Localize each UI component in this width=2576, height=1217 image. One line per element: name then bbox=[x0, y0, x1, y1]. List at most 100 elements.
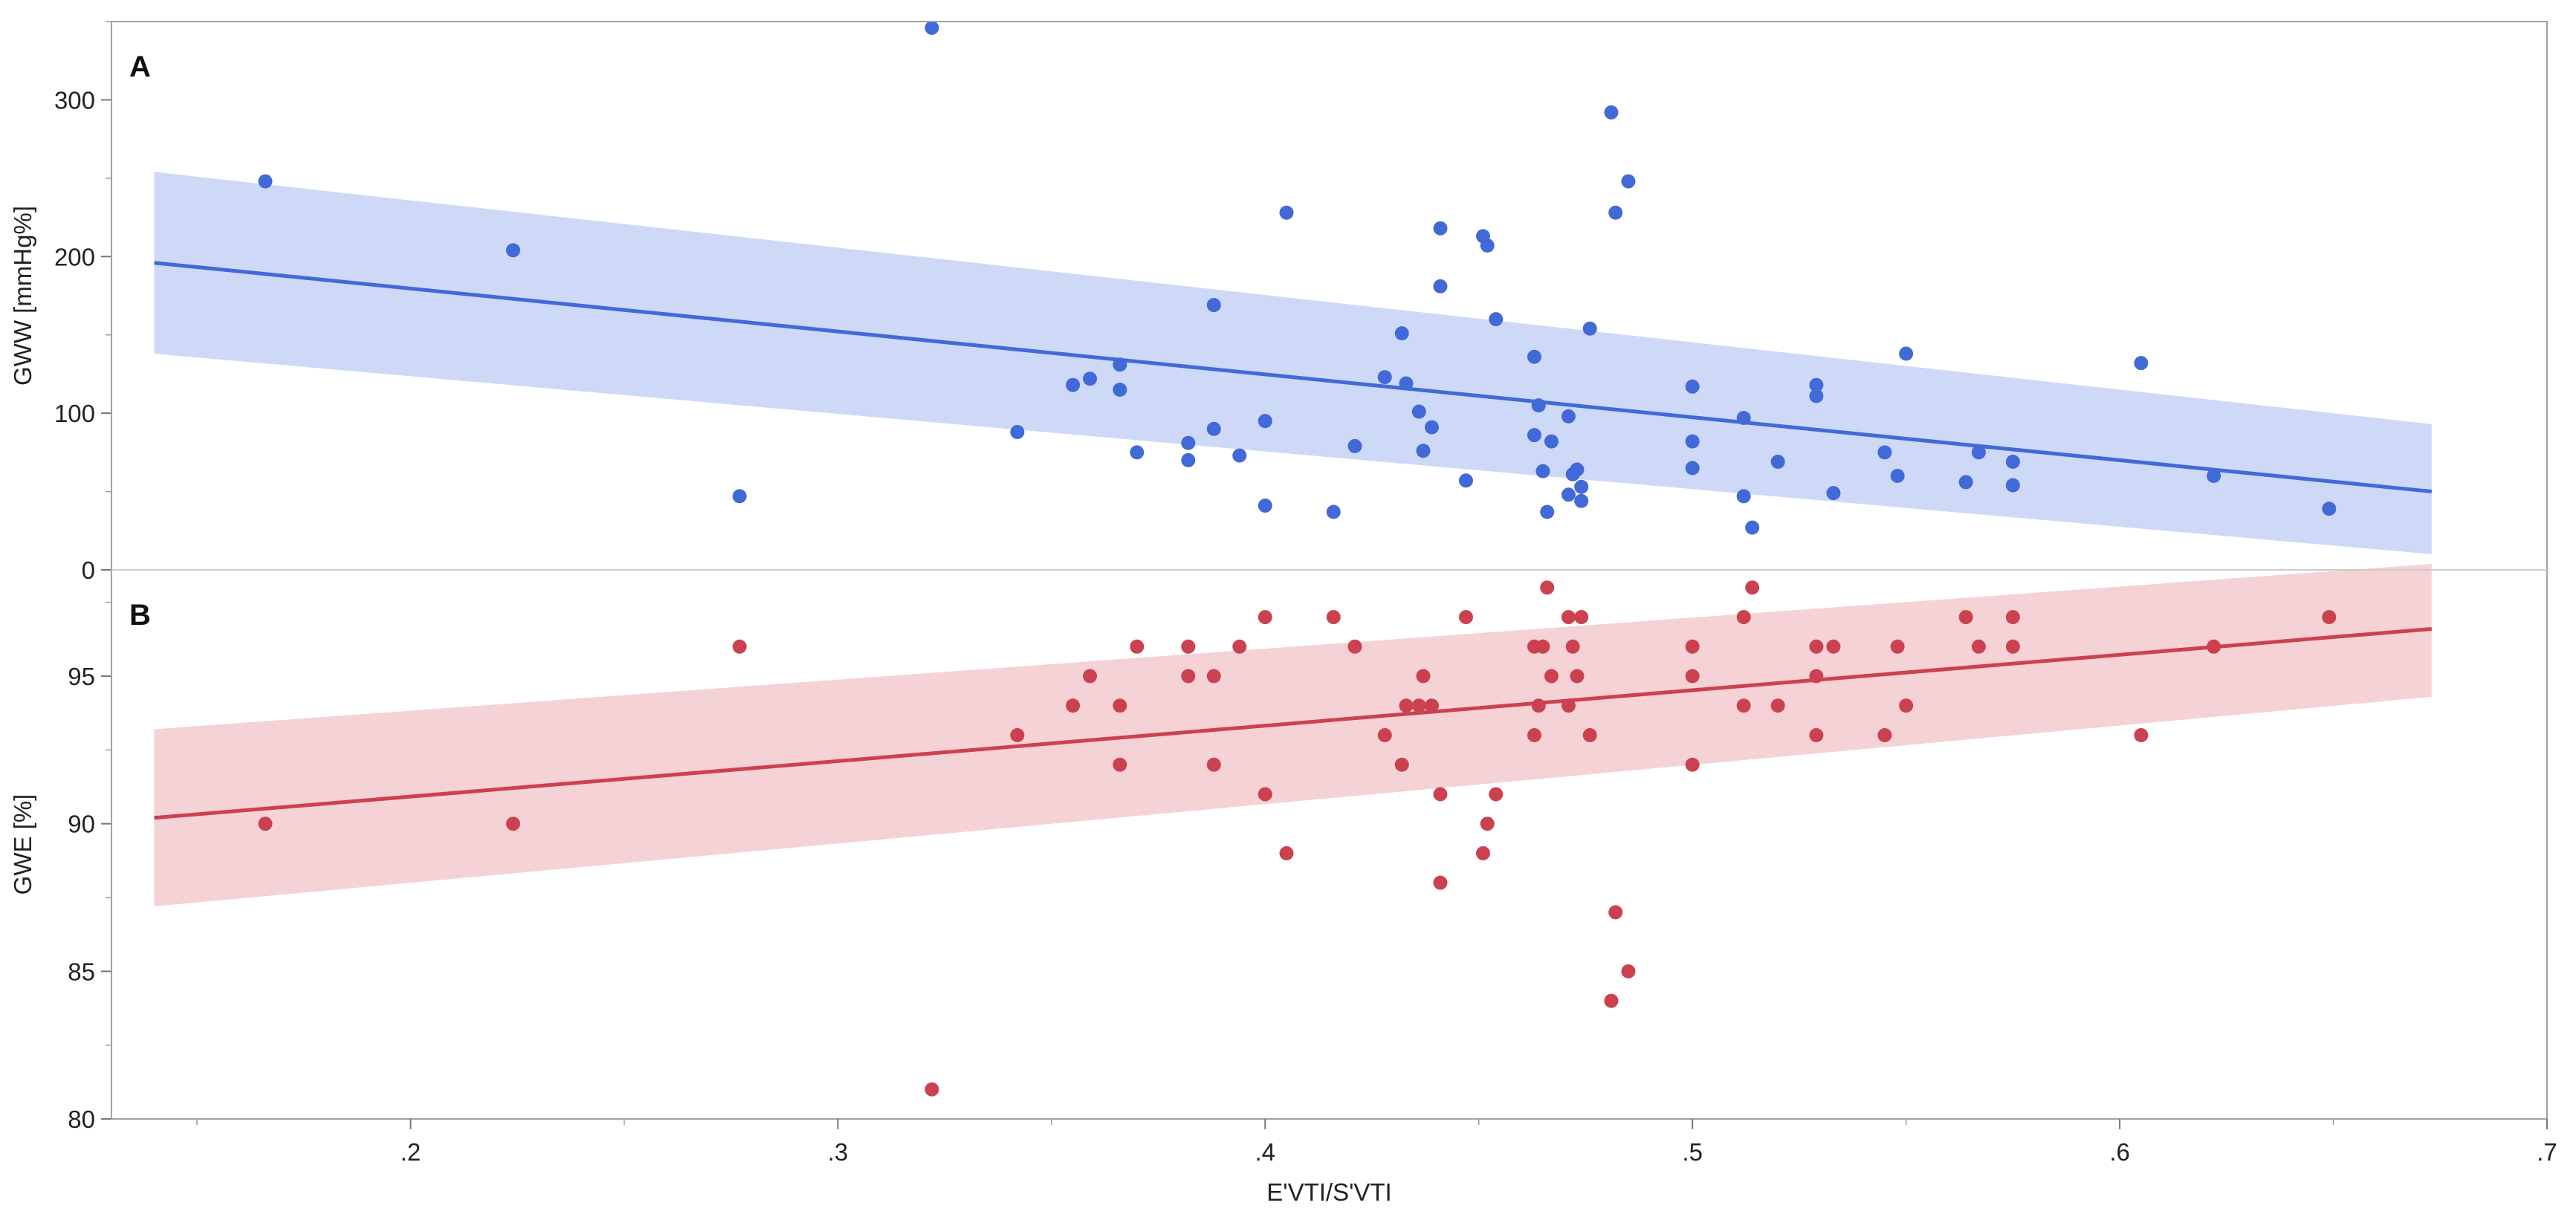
x-tick-label: .6 bbox=[2109, 1138, 2130, 1166]
panel-a-data-point-18 bbox=[1326, 504, 1341, 519]
panel-b-data-point-12 bbox=[1206, 669, 1221, 684]
panel-a-data-point-24 bbox=[1416, 444, 1431, 458]
panel-b-data-point-52 bbox=[1745, 580, 1760, 595]
panel-b-data-point-57 bbox=[1826, 639, 1841, 654]
panel-b-data-point-23 bbox=[1411, 698, 1426, 713]
panel-b-data-point-63 bbox=[2005, 610, 2020, 625]
panel-b-data-point-35 bbox=[1535, 639, 1550, 654]
panel-a-y-tick-label: 300 bbox=[54, 86, 95, 114]
x-tick-label: .5 bbox=[1682, 1138, 1703, 1166]
panel-a-confidence-band bbox=[154, 172, 2432, 554]
panel-a-data-point-34 bbox=[1531, 398, 1546, 413]
panel-b-y-tick-label: 85 bbox=[68, 958, 95, 985]
panel-a-data-point-31 bbox=[1489, 312, 1504, 327]
panel-a-data-point-5 bbox=[1066, 377, 1081, 392]
panel-b-data-point-60 bbox=[1899, 698, 1914, 713]
panel-a-data-point-7 bbox=[1113, 357, 1127, 372]
panel-b-data-point-34 bbox=[1531, 698, 1546, 713]
panel-a-data-point-66 bbox=[2207, 468, 2221, 483]
panel-a-data-point-52 bbox=[1736, 489, 1751, 504]
panel-a-data-point-12 bbox=[1206, 421, 1221, 436]
panel-a-y-tick-label: 0 bbox=[82, 556, 95, 584]
panel-a-data-point-60 bbox=[1899, 346, 1914, 361]
panel-b-letter: B bbox=[129, 599, 151, 632]
panel-a-data-point-11 bbox=[1181, 452, 1196, 467]
panel-a-data-point-43 bbox=[1574, 479, 1589, 494]
panel-b-data-point-26 bbox=[1433, 787, 1448, 802]
panel-a-data-point-8 bbox=[1113, 383, 1127, 397]
panel-b-y-tick-label: 80 bbox=[68, 1106, 95, 1133]
panel-b-data-point-46 bbox=[1621, 964, 1636, 979]
panel-b-data-point-37 bbox=[1544, 669, 1559, 684]
panel-b-data-point-9 bbox=[1130, 639, 1145, 654]
panel-b-data-point-53 bbox=[1770, 698, 1785, 713]
panel-b-data-point-16 bbox=[1258, 787, 1272, 802]
panel-a-data-point-64 bbox=[2005, 478, 2020, 493]
panel-b-data-point-13 bbox=[1206, 757, 1221, 772]
panel-b-data-point-27 bbox=[1433, 875, 1448, 890]
panel-b-data-point-10 bbox=[1181, 639, 1196, 654]
panel-a-data-point-46 bbox=[1608, 205, 1623, 220]
panel-b-data-point-18 bbox=[1326, 610, 1341, 625]
panel-b-data-point-65 bbox=[2134, 727, 2149, 742]
panel-a-data-point-4 bbox=[1010, 424, 1025, 439]
panel-b-data-point-33 bbox=[1527, 727, 1541, 742]
panel-b-data-point-45 bbox=[1608, 905, 1623, 920]
panel-b-y-axis-label: GWE [%] bbox=[9, 794, 36, 895]
panel-b-data-point-22 bbox=[1399, 698, 1414, 713]
panel-a-data-point-44 bbox=[1582, 321, 1597, 336]
panel-a-data-point-62 bbox=[1971, 445, 1986, 460]
panel-b-fit-line bbox=[154, 626, 2432, 820]
panel-b-data-point-30 bbox=[1480, 817, 1495, 831]
panel-b-data-point-17 bbox=[1279, 846, 1294, 860]
panel-a-data-point-67 bbox=[2322, 502, 2337, 516]
panel-b-data-point-28 bbox=[1458, 610, 1473, 625]
panel-a-data-point-42 bbox=[1574, 493, 1589, 508]
panel-a-data-point-23 bbox=[1411, 404, 1426, 419]
panel-a-y-tick-label: 100 bbox=[54, 400, 95, 427]
panel-a-data-point-41 bbox=[1570, 462, 1585, 477]
panel-b-data-point-51 bbox=[1736, 698, 1751, 713]
panel-b-data-point-58 bbox=[1877, 727, 1892, 742]
panel-b-data-point-49 bbox=[1685, 757, 1700, 772]
panel-a-data-point-6 bbox=[1083, 371, 1098, 386]
panel-b-data-point-67 bbox=[2322, 610, 2337, 625]
panel-b-data-point-25 bbox=[1424, 698, 1439, 713]
panel-b-data-point-55 bbox=[1809, 669, 1824, 684]
panel-a-data-point-35 bbox=[1535, 464, 1550, 478]
panel-b-data-point-8 bbox=[1113, 757, 1127, 772]
panel-a-data-point-14 bbox=[1232, 448, 1247, 463]
panel-a-data-point-26 bbox=[1433, 221, 1448, 236]
panel-a-data-point-21 bbox=[1394, 326, 1409, 341]
panel-b-data-point-7 bbox=[1113, 698, 1127, 713]
panel-a-data-point-61 bbox=[1958, 475, 1973, 490]
panel-b-data-point-43 bbox=[1582, 727, 1597, 742]
panel-a-data-point-9 bbox=[1130, 445, 1145, 460]
panel-b-data-point-59 bbox=[1890, 639, 1905, 654]
x-tick-label: .7 bbox=[2537, 1138, 2557, 1166]
x-tick-label: .4 bbox=[1255, 1138, 1275, 1166]
panel-b-data-point-56 bbox=[1809, 727, 1824, 742]
panel-a-data-point-38 bbox=[1561, 409, 1576, 423]
panel-a-data-point-0 bbox=[258, 174, 273, 189]
panel-b-data-point-48 bbox=[1685, 669, 1700, 684]
panel-b-data-point-38 bbox=[1561, 610, 1576, 625]
panel-a-y-axis-label: GWW [mmHg%] bbox=[9, 206, 36, 386]
panel-b-data-point-14 bbox=[1232, 639, 1247, 654]
panel-b-data-point-39 bbox=[1561, 698, 1576, 713]
panel-b-data-point-11 bbox=[1181, 669, 1196, 684]
panel-a-data-point-51 bbox=[1736, 410, 1751, 425]
panel-a-data-point-17 bbox=[1279, 205, 1294, 220]
panel-a-data-point-3 bbox=[925, 20, 939, 35]
panel-a-data-point-65 bbox=[2134, 356, 2149, 371]
panel-a-data-point-58 bbox=[1877, 445, 1892, 460]
panel-a-data-point-10 bbox=[1181, 435, 1196, 450]
panel-b-data-point-61 bbox=[1958, 610, 1973, 625]
panel-b-data-point-40 bbox=[1565, 639, 1580, 654]
panel-a-data-point-56 bbox=[1809, 389, 1824, 403]
panel-b-data-point-1 bbox=[505, 817, 520, 831]
panel-b-data-point-0 bbox=[258, 817, 273, 831]
panel-b-data-point-64 bbox=[2005, 639, 2020, 654]
